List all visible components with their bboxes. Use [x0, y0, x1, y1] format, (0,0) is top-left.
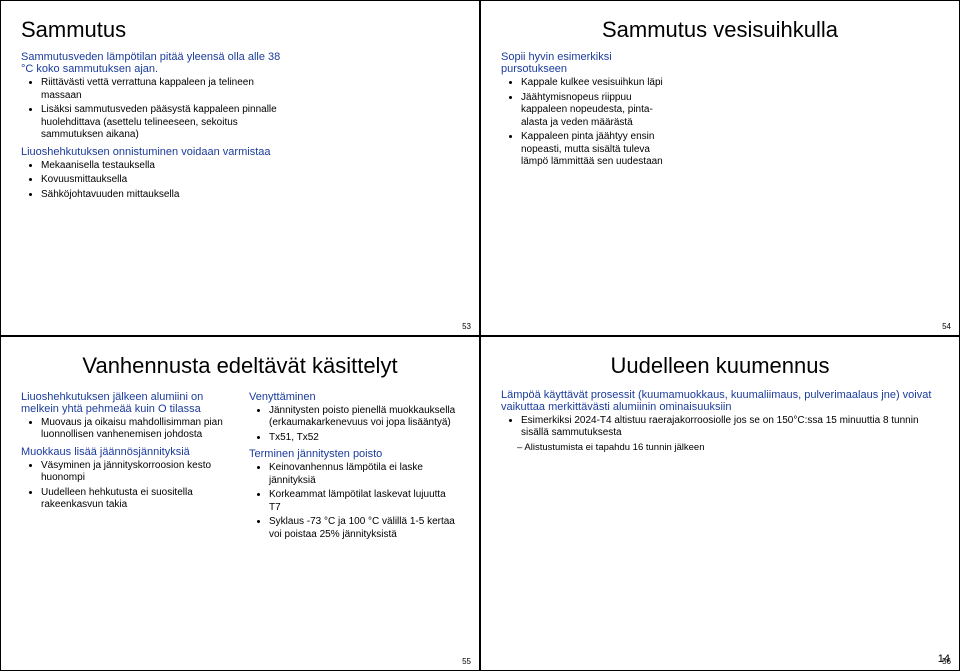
- slide-title: Vanhennusta edeltävät käsittelyt: [21, 353, 459, 379]
- sub-bullet: Alistustumista ei tapahdu 16 tunnin jälk…: [517, 442, 939, 453]
- bullet: Jännitysten poisto pienellä muokkauksell…: [269, 405, 459, 430]
- slide-number: 53: [462, 322, 471, 331]
- sub-bullet-list: Alistustumista ei tapahdu 16 tunnin jälk…: [509, 442, 939, 453]
- slide-53: Sammutus Sammutusveden lämpötilan pitää …: [0, 0, 480, 336]
- bullet: Lisäksi sammutusveden pääsystä kappaleen…: [41, 104, 281, 142]
- bullet-list: Esimerkiksi 2024-T4 altistuu raerajakorr…: [501, 415, 939, 440]
- bullet: Keinovanhennus lämpötila ei laske jännit…: [269, 462, 459, 487]
- bullet: Kappaleen pinta jäähtyy ensin nopeasti, …: [521, 131, 671, 169]
- bullet: Tx51, Tx52: [269, 432, 459, 445]
- bullet: Väsyminen ja jännityskorroosion kesto hu…: [41, 460, 231, 485]
- bullet: Esimerkiksi 2024-T4 altistuu raerajakorr…: [521, 415, 939, 440]
- bullet-list: Mekaanisella testauksella Kovuusmittauks…: [21, 160, 281, 202]
- bullet: Syklaus -73 °C ja 100 °C välillä 1-5 ker…: [269, 516, 459, 541]
- subtitle: Liuoshehkutuksen onnistuminen voidaan va…: [21, 146, 281, 158]
- slide-56: Uudelleen kuumennus Lämpöä käyttävät pro…: [480, 336, 960, 671]
- bullet: Muovaus ja oikaisu mahdollisimman pian l…: [41, 417, 231, 442]
- slide-number: 55: [462, 657, 471, 666]
- bullet-list: Jännitysten poisto pienellä muokkauksell…: [249, 405, 459, 445]
- slide-55: Vanhennusta edeltävät käsittelyt Liuoshe…: [0, 336, 480, 671]
- bullet: Sähköjohtavuuden mittauksella: [41, 189, 281, 202]
- bullet-list: Muovaus ja oikaisu mahdollisimman pian l…: [21, 417, 231, 442]
- slide-number: 54: [942, 322, 951, 331]
- subtitle: Sopii hyvin esimerkiksi pursotukseen: [501, 51, 671, 75]
- bullet-list: Riittävästi vettä verrattuna kappaleen j…: [21, 77, 281, 142]
- subtitle: Lämpöä käyttävät prosessit (kuumamuokkau…: [501, 389, 939, 413]
- slide-title: Sammutus vesisuihkulla: [501, 17, 939, 43]
- bullet-list: Kappale kulkee vesisuihkun läpi Jäähtymi…: [501, 77, 671, 169]
- bullet: Uudelleen hehkutusta ei suositella rakee…: [41, 487, 231, 512]
- subtitle: Muokkaus lisää jäännösjännityksiä: [21, 446, 231, 458]
- bullet-list: Väsyminen ja jännityskorroosion kesto hu…: [21, 460, 231, 512]
- bullet: Korkeammat lämpötilat laskevat lujuutta …: [269, 489, 459, 514]
- bullet: Kappale kulkee vesisuihkun läpi: [521, 77, 671, 90]
- slide-grid: Sammutus Sammutusveden lämpötilan pitää …: [0, 0, 960, 671]
- subtitle: Liuoshehkutuksen jälkeen alumiini on mel…: [21, 391, 231, 415]
- bullet: Jäähtymisnopeus riippuu kappaleen nopeud…: [521, 92, 671, 130]
- slide-title: Sammutus: [21, 17, 459, 43]
- slide-title: Uudelleen kuumennus: [501, 353, 939, 379]
- subtitle: Venyttäminen: [249, 391, 459, 403]
- bullet: Kovuusmittauksella: [41, 174, 281, 187]
- page-number: 14: [938, 653, 950, 665]
- slide-54: Sammutus vesisuihkulla Sopii hyvin esime…: [480, 0, 960, 336]
- subtitle: Terminen jännitysten poisto: [249, 448, 459, 460]
- bullet: Mekaanisella testauksella: [41, 160, 281, 173]
- bullet: Riittävästi vettä verrattuna kappaleen j…: [41, 77, 281, 102]
- bullet-list: Keinovanhennus lämpötila ei laske jännit…: [249, 462, 459, 541]
- subtitle: Sammutusveden lämpötilan pitää yleensä o…: [21, 51, 281, 75]
